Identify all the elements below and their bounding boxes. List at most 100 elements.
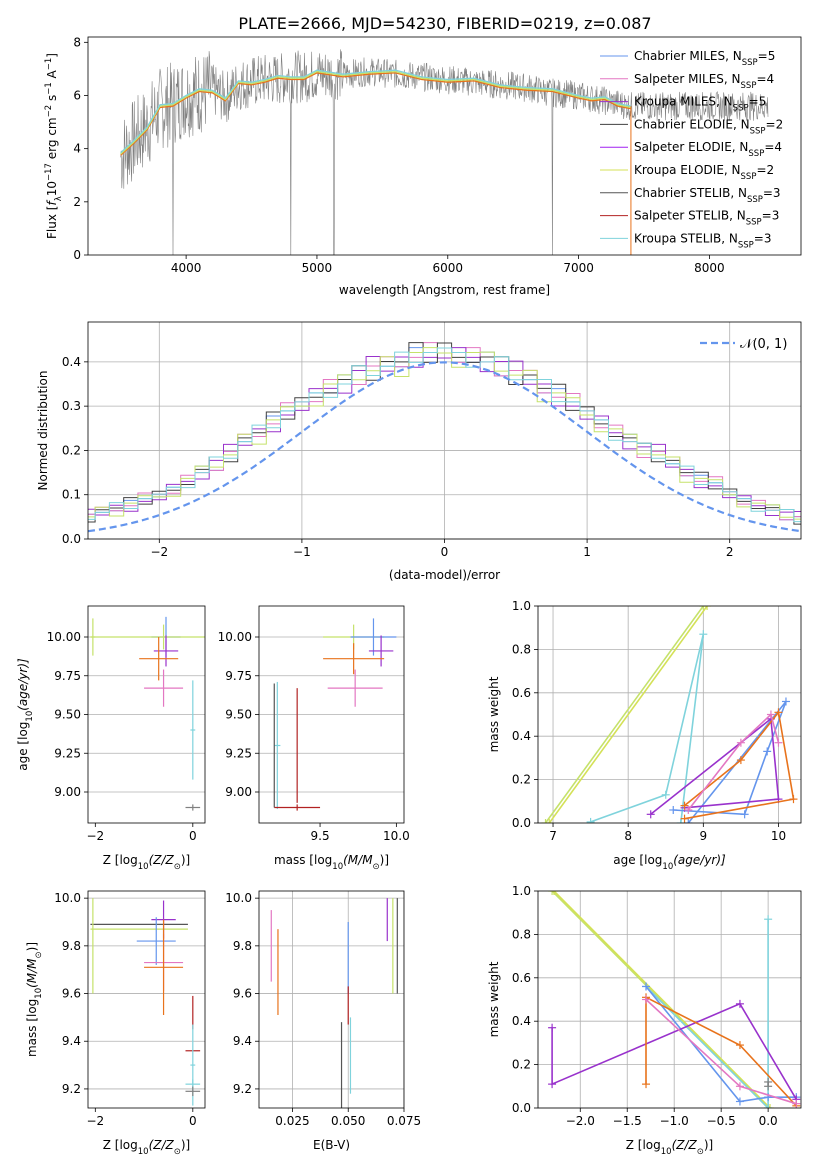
- x-axis-label: wavelength [Angstrom, rest frame]: [339, 283, 550, 297]
- y-tick-label: 1.0: [512, 884, 531, 898]
- plot-area: [88, 897, 205, 1106]
- label-part: ⊙: [697, 1147, 704, 1157]
- axes-spectrum: 4000 5000 6000 7000 8000 0 2 4 6 8 wavelength [Ang…: [44, 35, 802, 297]
- y-tick-label: 0.8: [512, 642, 531, 656]
- label-part: =5: [749, 95, 767, 109]
- x-tick-label: 0.025: [275, 1114, 309, 1128]
- ticks: 0.025 0.050 0.075 9.2 9.4 9.6 9.8 10.0: [225, 891, 421, 1128]
- x-axis-label: Z [log10(Z/Z⊙)]: [626, 1138, 714, 1157]
- y-tick-label: 4: [73, 142, 81, 156]
- legend-label: Kroupa STELIB, NSSP=3: [634, 231, 772, 250]
- label-part: ]: [45, 53, 59, 58]
- ticks: 4000 5000 6000 7000 8000 0 2 4 6 8: [73, 35, 724, 275]
- y-tick-label: 9.00: [225, 785, 252, 799]
- y-tick-label: 0.4: [512, 729, 531, 743]
- x-tick-label: 0: [441, 545, 449, 559]
- label-part: 10: [332, 862, 343, 872]
- ticks: −2 −1 0 1 2 0.0 0.1 0.2 0.3 0.4: [62, 355, 734, 559]
- label-part: (M/M: [343, 853, 373, 867]
- legend-label: Chabrier ELODIE, NSSP=2: [634, 117, 783, 136]
- y-axis-label: mass [log10(M/M⊙)]: [25, 942, 44, 1057]
- label-part: s: [45, 95, 59, 105]
- label-part: )]: [704, 1138, 713, 1152]
- label-part: ⊙: [174, 862, 181, 872]
- ticks: 9.5 10.0 9.00 9.25 9.50 9.75 10.00: [218, 630, 410, 843]
- gridlines: [538, 605, 801, 824]
- label-part: Salpeter MILES, N: [634, 72, 741, 86]
- label-part: 10: [138, 862, 149, 872]
- legend-label: Salpeter STELIB, NSSP=3: [634, 209, 779, 228]
- y-tick-label: 9.8: [233, 939, 252, 953]
- label-part: =2: [766, 117, 784, 131]
- x-tick-label: 1: [583, 545, 591, 559]
- weight-series: [687, 713, 780, 811]
- y-tick-label: 0.8: [512, 927, 531, 941]
- y-tick-label: 9.25: [225, 746, 252, 760]
- label-part: age [log: [16, 722, 30, 771]
- y-tick-label: 8: [73, 35, 81, 49]
- label-part: Chabrier STELIB, N: [634, 186, 747, 200]
- x-tick-label: 5000: [302, 261, 333, 275]
- label-part: λ: [54, 196, 64, 201]
- plot-area: [88, 342, 801, 533]
- histogram-series: [88, 347, 801, 523]
- x-tick-label: 10.0: [383, 829, 410, 843]
- x-tick-label: 6000: [432, 261, 463, 275]
- y-tick-label: 9.50: [225, 708, 252, 722]
- weight-series: [544, 606, 704, 823]
- y-tick-label: 9.75: [54, 669, 81, 683]
- axes-mass_vs_ebv: 0.025 0.050 0.075 9.2 9.4 9.6 9.8 10.0 E(B-V): [225, 890, 421, 1152]
- y-axis-label: mass weight: [487, 676, 501, 752]
- x-tick-label: −2: [86, 1114, 104, 1128]
- axes-frame: [537, 890, 802, 1109]
- label-part: SSP: [738, 240, 754, 250]
- ticks: −2.0 −1.5 −1.0 −0.5 0.0 0.0 0.2 0.4 0.6 0.8 1.0: [512, 884, 778, 1128]
- axes-residuals: −2 −1 0 1 2 0.0 0.1 0.2 0.3 0.4 (data-model)/error…: [36, 321, 802, 582]
- label-part: −1: [44, 58, 54, 71]
- model-spectrum: [120, 70, 632, 155]
- label-part: =2: [756, 163, 774, 177]
- axes-frame: [537, 605, 802, 824]
- legend-label: Chabrier STELIB, NSSP=3: [634, 186, 781, 205]
- label-part: ⊙: [373, 862, 380, 872]
- weight-series: [548, 606, 708, 823]
- gridlines: [88, 322, 801, 540]
- y-tick-label: 9.8: [62, 939, 81, 953]
- label-part: )]: [380, 853, 389, 867]
- axes-frame: [258, 605, 405, 824]
- y-tick-label: 9.6: [62, 987, 81, 1001]
- model-spectrum: [120, 72, 632, 156]
- x-tick-label: 0: [189, 829, 197, 843]
- label-part: =4: [756, 72, 774, 86]
- x-tick-label: 10: [771, 829, 786, 843]
- y-tick-label: 10.0: [54, 891, 81, 905]
- y-axis-label: Normed distribution: [36, 371, 50, 491]
- axes-frame: [87, 605, 206, 824]
- ticks: −2 0 9.00 9.25 9.50 9.75 10.00: [47, 630, 197, 843]
- x-tick-label: 0.0: [759, 1114, 778, 1128]
- y-tick-label: 0.0: [512, 1101, 531, 1115]
- legend-label: Kroupa ELODIE, NSSP=2: [634, 163, 774, 182]
- label-part: =3: [754, 231, 772, 245]
- label-part: (Z/Z: [149, 853, 175, 867]
- label-part: Chabrier ELODIE, N: [634, 117, 750, 131]
- x-axis-label: Z [log10(Z/Z⊙)]: [103, 1138, 191, 1157]
- axes-frame: [87, 36, 802, 256]
- label-part: (Z/Z: [149, 1138, 175, 1152]
- x-tick-label: −1.5: [613, 1114, 642, 1128]
- label-part: (M/M: [25, 958, 39, 988]
- x-axis-label: (data-model)/error: [389, 568, 500, 582]
- label-part: (Z/Z: [672, 1138, 698, 1152]
- label-part: ⊙: [34, 951, 44, 958]
- label-part: 10: [34, 988, 44, 999]
- y-tick-label: 9.00: [54, 785, 81, 799]
- label-part: ⊙: [174, 1147, 181, 1157]
- label-part: Salpeter STELIB, N: [634, 209, 746, 223]
- label-part: −1: [44, 82, 54, 95]
- y-tick-label: 9.75: [225, 669, 252, 683]
- label-part: SSP: [750, 126, 766, 136]
- label-part: −17: [44, 163, 54, 181]
- plot-area: [548, 891, 801, 1108]
- weight-series: [645, 995, 797, 1107]
- y-axis-label: mass weight: [487, 961, 501, 1037]
